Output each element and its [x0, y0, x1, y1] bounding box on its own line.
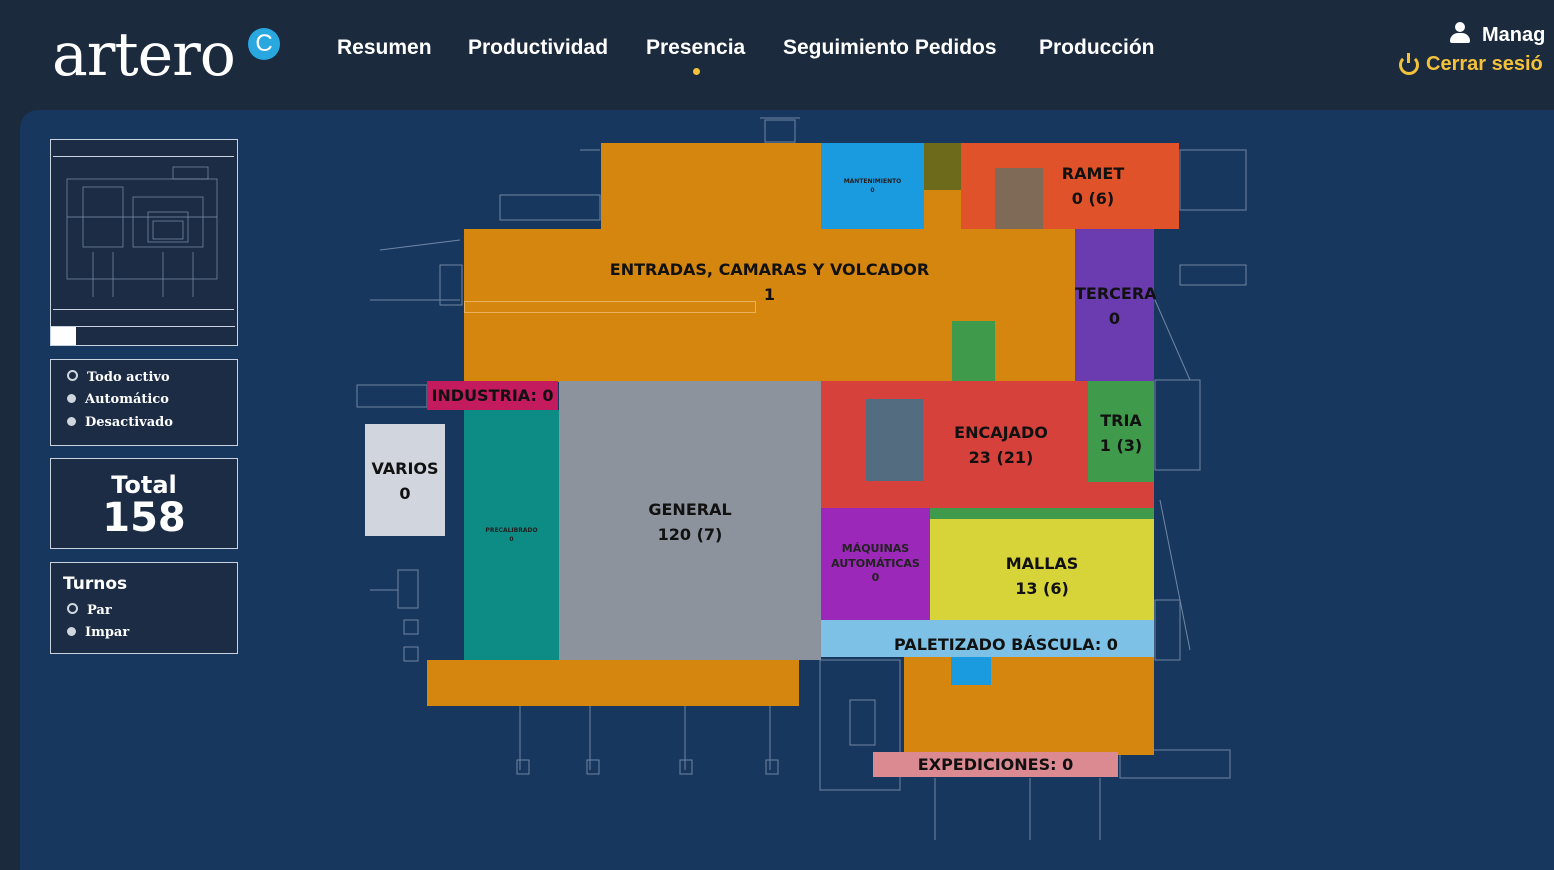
zone-maquinas-value: 0 — [871, 571, 880, 584]
user-menu[interactable]: Manag — [1450, 22, 1545, 47]
turnos-title: Turnos — [63, 574, 128, 594]
zone-industria-label: INDUSTRIA: 0 — [431, 386, 554, 405]
zone-small-olive[interactable] — [924, 143, 961, 190]
radio-impar[interactable]: Impar — [67, 625, 129, 640]
zone-mallas-value: 13 (6) — [1015, 579, 1069, 598]
zone-general-value: 120 (7) — [657, 525, 723, 544]
zone-encajado-extension[interactable] — [1088, 482, 1154, 508]
zone-top-orange[interactable] — [601, 143, 821, 230]
minimap[interactable] — [50, 139, 238, 346]
total-value: 158 — [102, 495, 186, 541]
artero-logo[interactable]: artero C — [52, 20, 280, 90]
radio-label: Par — [87, 603, 112, 618]
radio-indicator — [67, 627, 76, 636]
nav-seguimiento-pedidos[interactable]: Seguimiento Pedidos — [783, 36, 997, 59]
zone-paletizado-label: PALETIZADO BÁSCULA: 0 — [894, 635, 1118, 654]
radio-todo-activo[interactable]: Todo activo — [67, 370, 170, 385]
zone-ramet[interactable]: RAMET 0 (6) — [961, 143, 1179, 229]
zone-varios-name: VARIOS — [371, 459, 439, 478]
nav-produccion[interactable]: Producción — [1039, 36, 1155, 59]
power-icon — [1399, 53, 1419, 75]
total-card: Total 158 — [50, 458, 238, 549]
zone-entradas[interactable]: ENTRADAS, CAMARAS Y VOLCADOR 1 — [464, 229, 1075, 382]
zone-encajado-value: 23 (21) — [968, 448, 1034, 467]
zone-tercera-name: TERCERA — [1075, 284, 1157, 303]
logout-label: Cerrar sesió — [1426, 53, 1543, 75]
zone-encajado-name: ENCAJADO — [954, 423, 1048, 442]
logo-badge: C — [248, 28, 280, 60]
zone-precalibrado-value: 0 — [509, 536, 514, 543]
logo-text: artero — [52, 20, 236, 90]
radio-label: Desactivado — [85, 415, 173, 430]
zone-mantenimiento-name: MANTENIMIENTO — [843, 178, 902, 185]
radio-par[interactable]: Par — [67, 603, 112, 618]
nav-productividad[interactable]: Productividad — [468, 36, 609, 59]
zone-expediciones-label: EXPEDICIONES: 0 — [917, 755, 1074, 774]
zone-tria-name: TRIA — [1100, 411, 1142, 430]
zone-mallas[interactable]: MALLAS 13 (6) — [930, 519, 1154, 620]
zone-precalibrado[interactable]: PRECALIBRADO 0 — [464, 410, 559, 660]
radio-automatico[interactable]: Automático — [67, 392, 169, 407]
logout-button[interactable]: Cerrar sesió — [1399, 53, 1543, 76]
entradas-conveyor — [464, 301, 756, 313]
nav-presencia[interactable]: Presencia — [646, 36, 746, 59]
total-label: Total — [111, 471, 177, 499]
radio-label: Automático — [85, 392, 169, 407]
ramet-machine-block — [995, 168, 1043, 229]
zone-ramet-value: 0 (6) — [1071, 189, 1115, 208]
zone-encajado[interactable]: ENCAJADO 23 (21) — [821, 381, 1088, 508]
zone-mallas-name: MALLAS — [1005, 554, 1079, 573]
zone-ramet-name: RAMET — [1061, 164, 1125, 183]
radio-label: Impar — [85, 625, 130, 640]
encajado-machine-block — [866, 399, 923, 481]
minimap-zoom-slider[interactable] — [51, 326, 235, 345]
mode-radio-group: Todo activo Automático Desactivado — [50, 359, 238, 446]
zone-tercera[interactable]: TERCERA 0 — [1075, 229, 1157, 382]
zone-bottom-orange-right[interactable] — [904, 657, 1154, 755]
user-icon — [1450, 22, 1470, 44]
zone-general[interactable]: GENERAL 120 (7) — [559, 381, 821, 660]
zone-precalibrado-name: PRECALIBRADO — [485, 527, 538, 534]
zone-mallas-strip[interactable] — [930, 508, 1154, 519]
minimap-blueprint — [66, 166, 218, 297]
radio-indicator — [67, 394, 76, 403]
radio-label: Todo activo — [87, 370, 170, 385]
zone-varios-value: 0 — [399, 484, 411, 503]
zone-mantenimiento[interactable]: MANTENIMIENTO 0 — [821, 143, 924, 230]
top-header: artero C Resumen Productividad Presencia… — [0, 0, 1554, 108]
nav-active-indicator — [693, 68, 700, 75]
user-name: Manag — [1482, 24, 1546, 46]
zone-tercera-value: 0 — [1108, 309, 1121, 328]
zone-expediciones[interactable]: EXPEDICIONES: 0 — [873, 752, 1118, 777]
radio-selected-indicator — [67, 370, 78, 381]
zone-mantenimiento-value: 0 — [870, 187, 875, 194]
zone-maquinas-automaticas[interactable]: MÁQUINAS AUTOMÁTICAS 0 — [821, 508, 930, 620]
zone-varios[interactable]: VARIOS 0 — [365, 424, 445, 536]
turnos-radio-group: Turnos Par Impar — [50, 562, 238, 654]
zone-bottom-orange-left[interactable] — [427, 660, 799, 706]
zone-entradas-value: 1 — [763, 285, 776, 304]
minimap-view[interactable] — [53, 156, 234, 310]
zone-small-blue[interactable] — [951, 657, 991, 685]
zone-tria-value: 1 (3) — [1099, 436, 1143, 455]
nav-resumen[interactable]: Resumen — [337, 36, 432, 59]
zone-maquinas-name: MÁQUINAS AUTOMÁTICAS — [831, 542, 920, 570]
zone-tria[interactable]: TRIA 1 (3) — [1088, 381, 1154, 482]
radio-desactivado[interactable]: Desactivado — [67, 415, 173, 430]
radio-selected-indicator — [67, 603, 78, 614]
radio-indicator — [67, 417, 76, 426]
zone-industria[interactable]: INDUSTRIA: 0 — [427, 381, 558, 410]
zone-entradas-name: ENTRADAS, CAMARAS Y VOLCADOR — [609, 260, 930, 279]
minimap-slider-thumb[interactable] — [51, 327, 76, 345]
entradas-green-block — [952, 321, 995, 382]
zone-general-name: GENERAL — [648, 500, 732, 519]
zone-paletizado-bascula[interactable]: PALETIZADO BÁSCULA: 0 — [821, 620, 1154, 657]
